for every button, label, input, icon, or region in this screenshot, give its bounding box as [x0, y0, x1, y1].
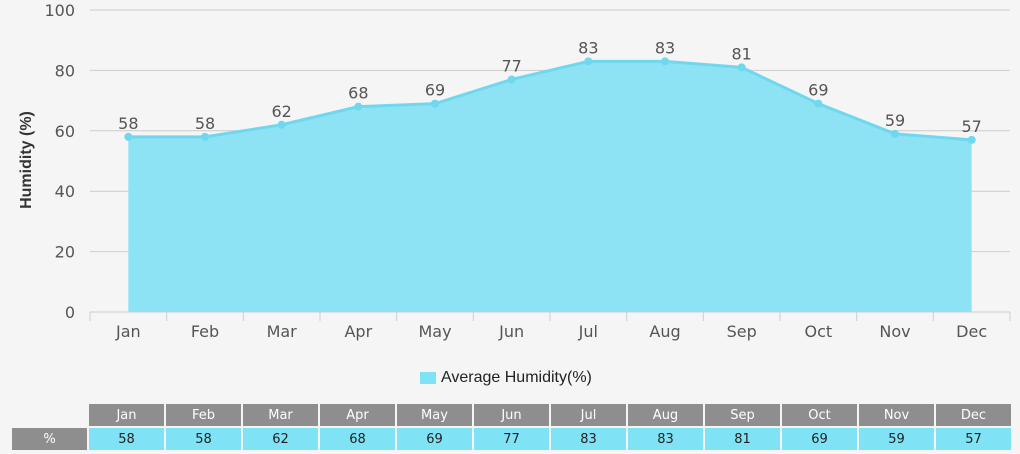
x-category-label: Jan: [115, 322, 141, 341]
table-row-label: %: [12, 428, 87, 450]
table-header-cell: Sep: [705, 404, 780, 426]
data-label: 58: [195, 114, 215, 133]
data-label: 81: [731, 44, 751, 63]
humidity-area-series: [128, 61, 972, 313]
data-point[interactable]: [124, 132, 133, 141]
y-tick-label: 0: [65, 303, 75, 322]
data-label: 59: [885, 111, 905, 130]
data-label: 57: [961, 117, 981, 136]
x-category-label: Jun: [498, 322, 524, 341]
table-header-cell: Apr: [320, 404, 395, 426]
legend-swatch: [420, 372, 436, 384]
x-category-label: Nov: [879, 322, 910, 341]
data-point[interactable]: [584, 57, 593, 66]
y-tick-label: 80: [55, 61, 75, 80]
x-category-label: Mar: [267, 322, 298, 341]
table-header-cell: Feb: [166, 404, 241, 426]
data-table: Jan Feb Mar Apr May Jun Jul Aug Sep Oct Nov Dec % 5…: [10, 402, 1013, 452]
table-header-row: Jan Feb Mar Apr May Jun Jul Aug Sep Oct Nov Dec: [12, 404, 1011, 426]
x-category-label: May: [418, 322, 451, 341]
data-point[interactable]: [277, 120, 286, 129]
table-value-cell: 69: [397, 428, 472, 450]
legend-label: Average Humidity(%): [441, 369, 592, 386]
data-point[interactable]: [354, 102, 363, 111]
x-category-label: Sep: [727, 322, 757, 341]
table-value-cell: 58: [166, 428, 241, 450]
x-axis-category-labels: Jan Feb Mar Apr May Jun Jul Aug Sep Oct Nov Dec: [115, 322, 987, 341]
table-header-cell: Mar: [243, 404, 318, 426]
data-label: 83: [578, 38, 598, 57]
data-point[interactable]: [967, 135, 976, 144]
y-tick-label: 60: [55, 122, 75, 141]
y-tick-label: 100: [44, 1, 75, 20]
data-point[interactable]: [814, 99, 823, 108]
x-category-label: Oct: [804, 322, 832, 341]
table-value-cell: 57: [936, 428, 1011, 450]
x-category-label: Feb: [191, 322, 219, 341]
data-point[interactable]: [507, 75, 516, 84]
data-point[interactable]: [661, 57, 669, 66]
table-header-cell: Oct: [782, 404, 857, 426]
table-header-cell: Jun: [474, 404, 549, 426]
data-point[interactable]: [201, 132, 209, 141]
table-corner-cell: [12, 404, 87, 426]
y-tick-label: 40: [55, 182, 75, 201]
table-value-cell: 68: [320, 428, 395, 450]
table-value-cell: 58: [89, 428, 164, 450]
table-value-cell: 69: [782, 428, 857, 450]
data-points: [124, 57, 976, 144]
table-value-cell: 59: [859, 428, 934, 450]
data-point[interactable]: [431, 99, 439, 108]
y-tick-label: 20: [55, 243, 75, 262]
table-value-cell: 77: [474, 428, 549, 450]
x-category-label: Apr: [344, 322, 372, 341]
table-value-cell: 62: [243, 428, 318, 450]
data-point[interactable]: [737, 63, 746, 72]
data-label: 68: [348, 84, 368, 103]
table-header-cell: Jan: [89, 404, 164, 426]
x-category-label: Jul: [578, 322, 598, 341]
data-label: 69: [808, 81, 828, 100]
table-header-cell: Jul: [551, 404, 626, 426]
table-value-cell: 83: [628, 428, 703, 450]
table-value-cell: 83: [551, 428, 626, 450]
y-axis-label: Humidity (%): [18, 111, 35, 209]
x-axis-ticks: [89, 312, 1011, 321]
humidity-series-line: [128, 59, 972, 142]
data-label: 83: [655, 38, 675, 57]
table-value-cell: 81: [705, 428, 780, 450]
table-value-row: % 58 58 62 68 69 77 83 83 81 69 59 57: [12, 428, 1011, 450]
data-label: 58: [118, 114, 138, 133]
data-labels: 58 58 62 68 69 77 83 83 81 69 59 57: [118, 38, 982, 136]
y-axis-ticks: 0 20 40 60 80 100: [44, 1, 75, 322]
x-category-label: Dec: [956, 322, 987, 341]
data-label: 77: [501, 56, 521, 75]
data-label: 69: [425, 81, 445, 100]
legend[interactable]: Average Humidity(%): [420, 368, 592, 388]
table-header-cell: Nov: [859, 404, 934, 426]
table-header-cell: Aug: [628, 404, 703, 426]
table-header-cell: May: [397, 404, 472, 426]
x-category-label: Aug: [649, 322, 680, 341]
humidity-area-chart: 0 20 40 60 80 100 Humidity (%) 58 58 62 68 69 77 83…: [18, 1, 1011, 341]
data-point[interactable]: [891, 129, 899, 138]
data-label: 62: [271, 102, 291, 121]
table-header-cell: Dec: [936, 404, 1011, 426]
